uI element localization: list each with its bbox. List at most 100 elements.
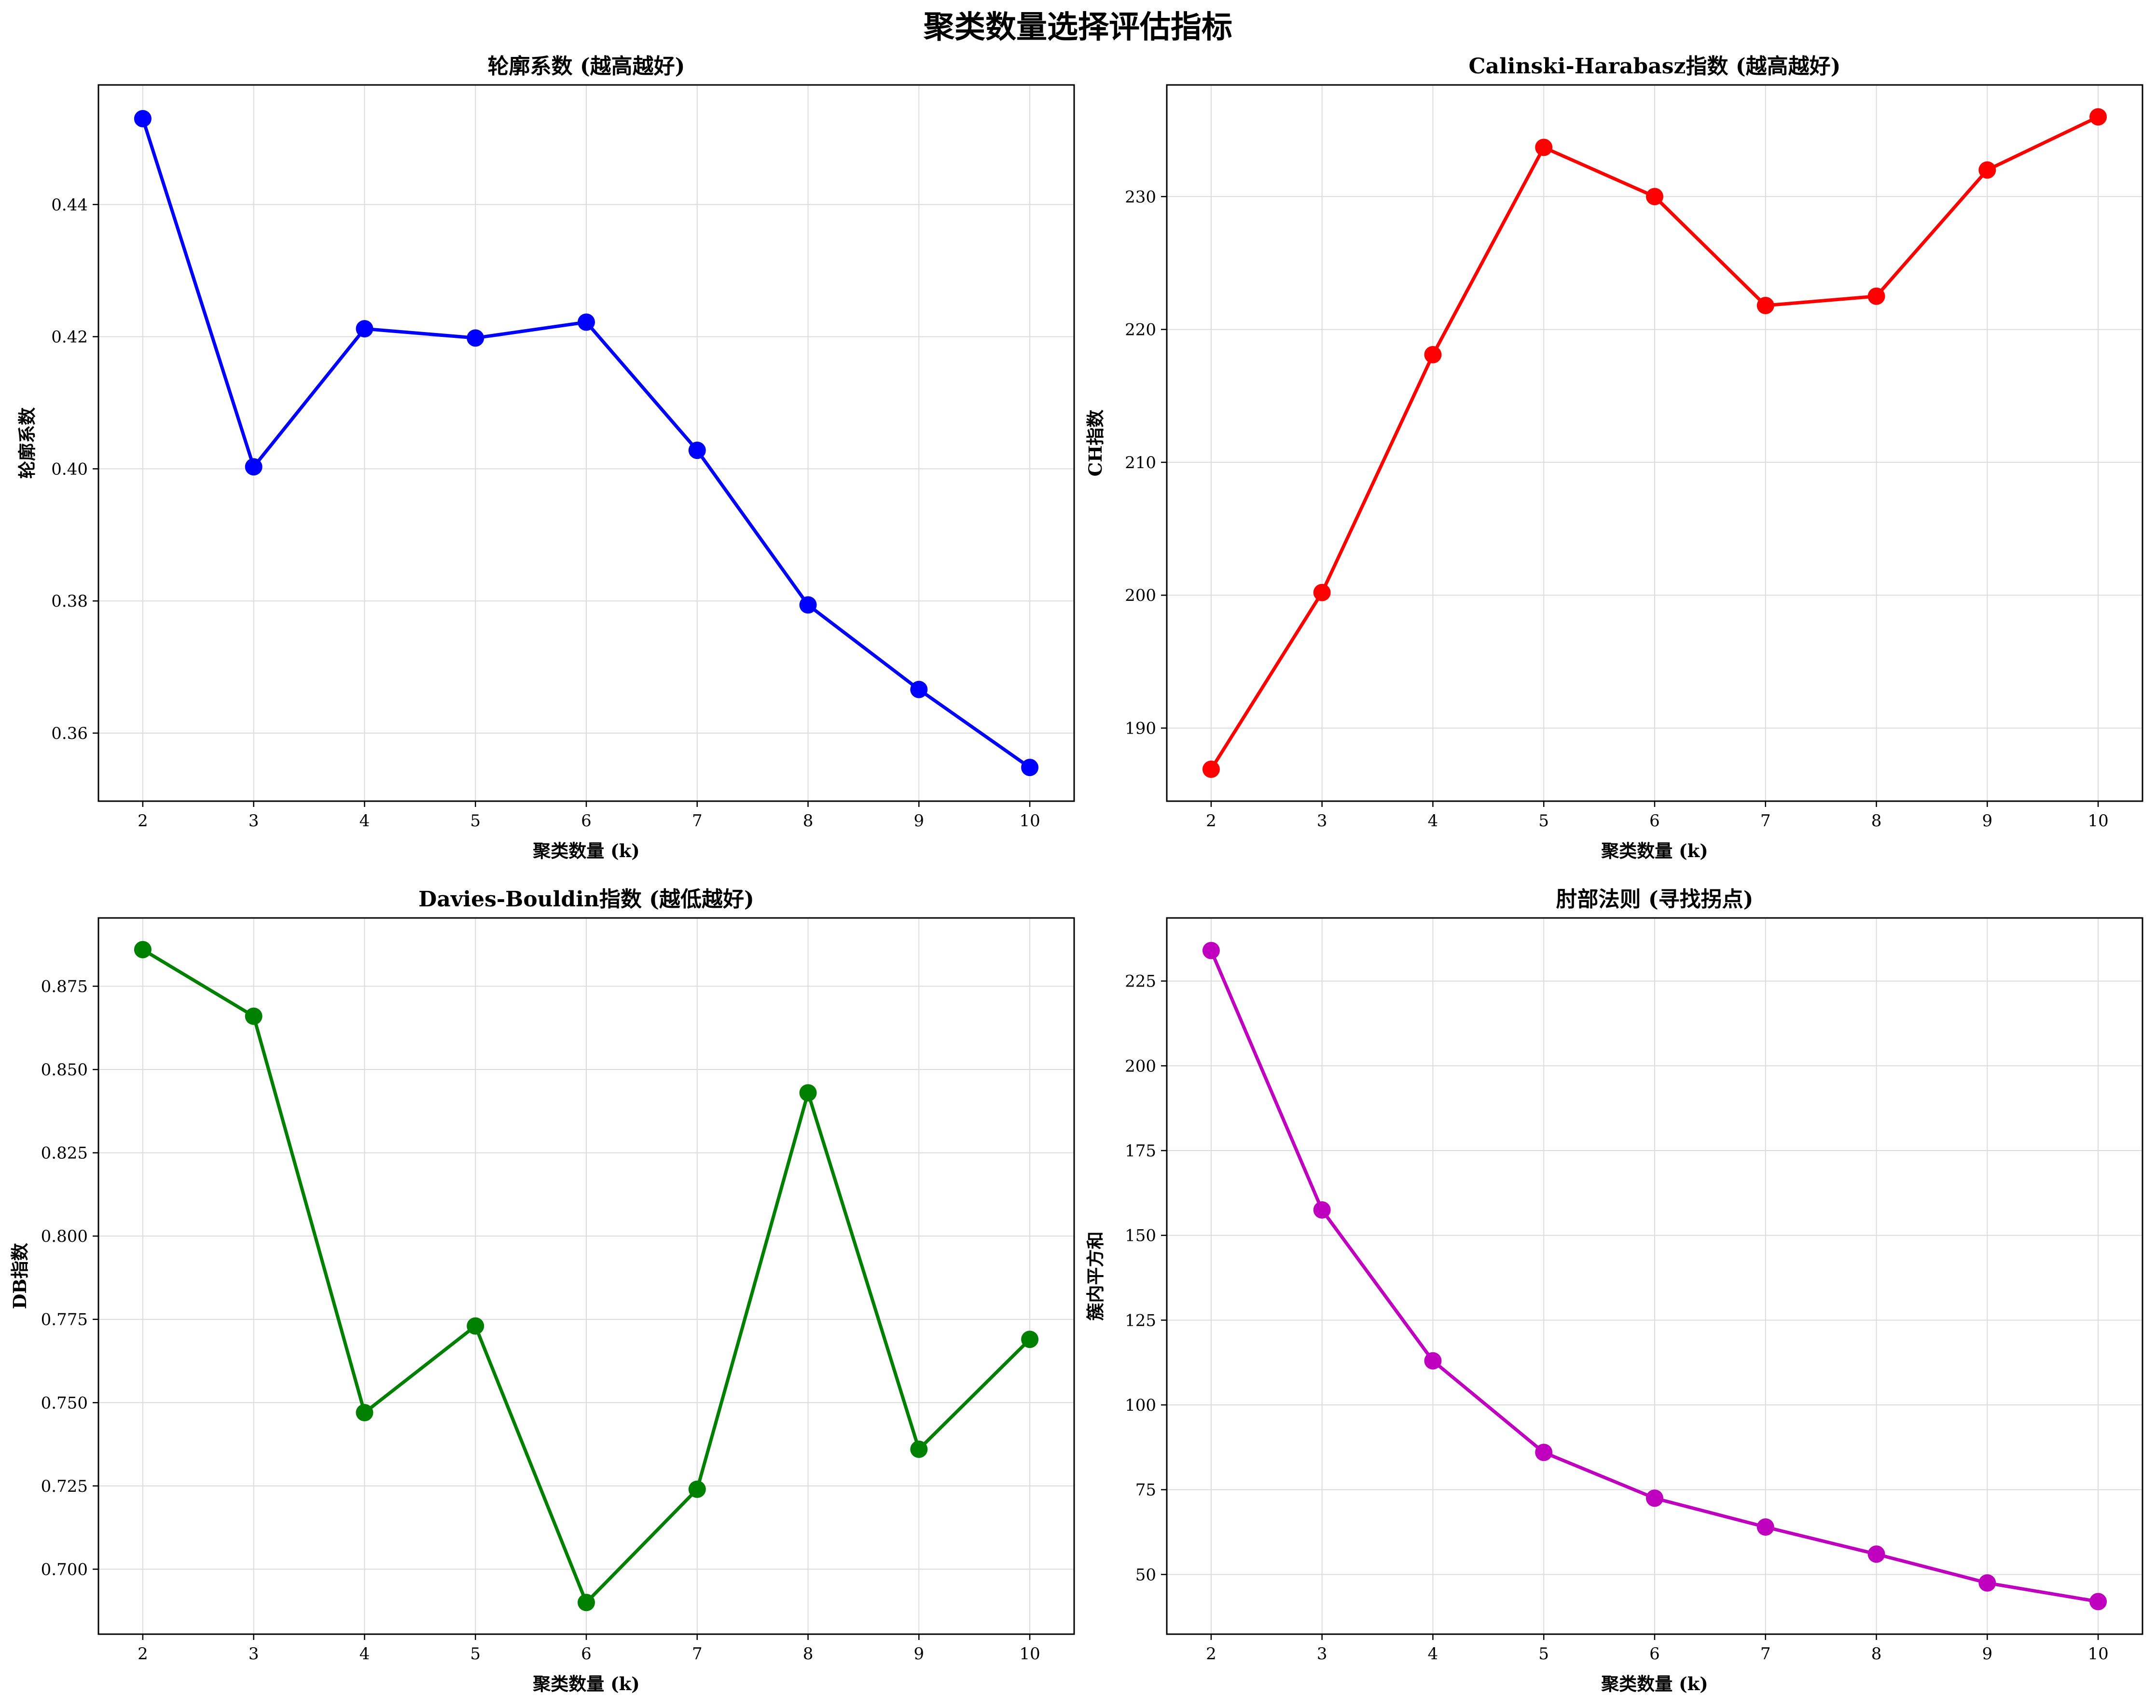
- data-point: [356, 320, 373, 338]
- y-axis-label: 轮廓系数: [16, 407, 38, 479]
- y-tick-label: 0.42: [51, 328, 88, 347]
- x-tick-label: 6: [1649, 811, 1660, 831]
- data-point: [2089, 108, 2107, 126]
- x-tick-label: 10: [2087, 1644, 2108, 1664]
- y-tick-label: 75: [1135, 1481, 1156, 1500]
- x-tick-label: 3: [1317, 811, 1327, 831]
- data-point: [1202, 760, 1220, 778]
- x-tick-label: 2: [138, 811, 148, 831]
- x-tick-label: 4: [1428, 1644, 1438, 1664]
- x-tick-label: 9: [1982, 811, 1992, 831]
- y-tick-label: 0.850: [41, 1060, 88, 1080]
- axes-frame: [1166, 84, 2143, 802]
- y-axis-label: DB指数: [9, 1243, 30, 1309]
- data-point: [578, 1594, 595, 1611]
- y-tick-label: 230: [1125, 187, 1156, 207]
- x-axis-label: 聚类数量 (k): [532, 1673, 640, 1694]
- x-tick-label: 3: [1317, 1644, 1327, 1664]
- x-tick-label: 10: [2087, 811, 2108, 831]
- data-point: [134, 941, 152, 958]
- x-tick-label: 9: [913, 1644, 924, 1664]
- y-tick-label: 50: [1135, 1565, 1156, 1584]
- y-tick-label: 125: [1125, 1311, 1156, 1330]
- x-axis-label: 聚类数量 (k): [532, 840, 640, 861]
- data-point: [1424, 1352, 1442, 1370]
- y-tick-label: 0.825: [41, 1144, 88, 1163]
- x-tick-label: 9: [913, 811, 924, 831]
- data-point: [245, 1007, 263, 1025]
- y-tick-label: 0.775: [41, 1310, 88, 1330]
- x-tick-label: 4: [1428, 811, 1438, 831]
- axes-frame: [97, 917, 1075, 1635]
- x-axis-label: 聚类数量 (k): [1601, 840, 1708, 861]
- x-tick-label: 5: [470, 811, 481, 831]
- x-tick-label: 10: [1019, 1644, 1040, 1664]
- x-tick-label: 6: [1649, 1644, 1660, 1664]
- data-point: [1867, 287, 1885, 305]
- y-tick-label: 150: [1125, 1226, 1156, 1246]
- data-point: [1756, 1518, 1774, 1536]
- data-point: [1202, 942, 1220, 959]
- y-tick-label: 225: [1125, 972, 1156, 991]
- x-tick-label: 2: [1206, 811, 1216, 831]
- data-point: [1978, 1574, 1996, 1592]
- x-tick-label: 8: [803, 811, 814, 831]
- subplot-1: 2 3 4 5 6 7 8 9 10 0.36 0.38 0.40 0.42 0.44 轮廓系数 (越高越好…: [16, 54, 1075, 861]
- y-tick-label: 210: [1125, 453, 1156, 472]
- data-point: [1021, 759, 1039, 777]
- data-point: [467, 329, 484, 347]
- data-point: [799, 596, 817, 614]
- subplot-4: 2 3 4 5 6 7 8 9 10 50 75 100 125 150 175 200 225 肘部法则 (寻找…: [1085, 887, 2143, 1694]
- figure-title: 聚类数量选择评估指标: [923, 9, 1232, 45]
- data-point: [356, 1403, 373, 1421]
- axes-frame: [97, 84, 1075, 802]
- subplot-title: 肘部法则 (寻找拐点): [1556, 887, 1754, 912]
- x-tick-label: 8: [803, 1644, 814, 1664]
- x-tick-label: 8: [1871, 811, 1882, 831]
- subplot-title: Davies-Bouldin指数 (越低越好): [418, 887, 754, 912]
- data-point: [2089, 1593, 2107, 1611]
- y-axis-label: CH指数: [1085, 410, 1106, 476]
- data-point: [910, 680, 928, 698]
- y-tick-label: 0.700: [41, 1560, 88, 1579]
- y-tick-label: 0.875: [41, 977, 88, 996]
- y-tick-label: 0.800: [41, 1227, 88, 1246]
- x-tick-label: 5: [1538, 1644, 1549, 1664]
- data-point: [1021, 1331, 1039, 1348]
- data-point: [467, 1317, 484, 1335]
- y-tick-label: 0.36: [51, 724, 88, 743]
- x-tick-label: 6: [581, 811, 592, 831]
- axes-frame: [1166, 917, 2143, 1635]
- data-point: [1424, 346, 1442, 363]
- x-tick-label: 9: [1982, 1644, 1992, 1664]
- data-point: [688, 1480, 706, 1498]
- subplot-grid: 2 3 4 5 6 7 8 9 10 0.36 0.38 0.40 0.42 0.44 轮廓系数 (越高越好…: [9, 54, 2143, 1694]
- data-point: [1646, 188, 1663, 206]
- data-point: [1535, 1444, 1553, 1461]
- x-tick-label: 7: [1760, 1644, 1771, 1664]
- data-point: [1313, 583, 1331, 601]
- data-point: [578, 313, 595, 331]
- y-tick-label: 220: [1125, 320, 1156, 340]
- y-tick-label: 0.750: [41, 1393, 88, 1413]
- x-tick-label: 8: [1871, 1644, 1882, 1664]
- data-point: [1978, 161, 1996, 179]
- data-point: [1646, 1489, 1663, 1507]
- x-tick-label: 3: [249, 811, 259, 831]
- x-tick-label: 2: [138, 1644, 148, 1664]
- x-tick-label: 4: [359, 811, 370, 831]
- y-tick-label: 0.44: [51, 195, 88, 215]
- subplot-title: 轮廓系数 (越高越好): [488, 54, 685, 79]
- data-point: [799, 1084, 817, 1102]
- data-point: [688, 442, 706, 459]
- data-point: [1313, 1201, 1331, 1219]
- x-tick-label: 3: [249, 1644, 259, 1664]
- x-tick-label: 7: [1760, 811, 1771, 831]
- data-point: [910, 1440, 928, 1458]
- y-tick-label: 175: [1125, 1141, 1156, 1161]
- x-tick-label: 6: [581, 1644, 592, 1664]
- subplot-3: 2 3 4 5 6 7 8 9 10 0.700 0.725 0.750 0.775 0.800 0.825…: [9, 887, 1075, 1694]
- y-tick-label: 190: [1125, 719, 1156, 738]
